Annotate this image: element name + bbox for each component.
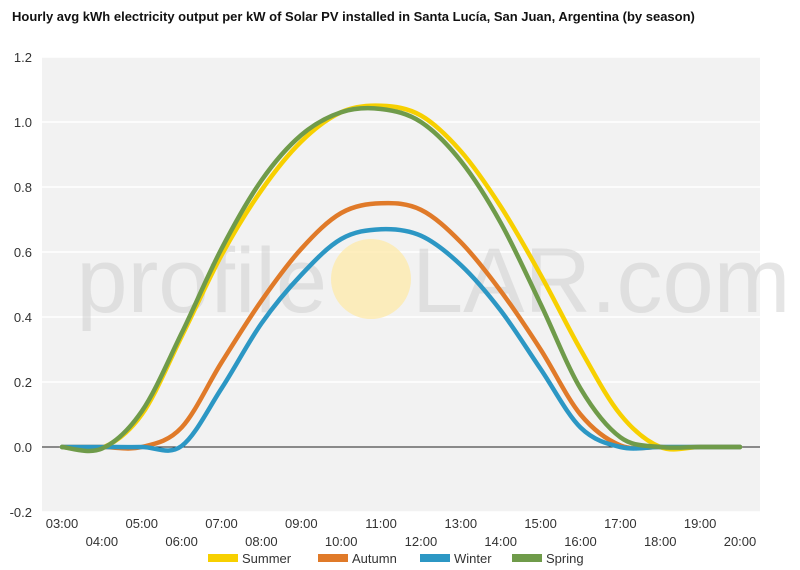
y-tick-label: 0.8 bbox=[14, 180, 32, 195]
x-tick-label: 10:00 bbox=[325, 534, 358, 549]
legend-swatch-spring bbox=[512, 554, 542, 562]
series-line-spring bbox=[59, 105, 743, 454]
x-tick-label: 08:00 bbox=[245, 534, 278, 549]
x-tick-label: 19:00 bbox=[684, 516, 717, 531]
watermark-text-left: profile bbox=[76, 230, 327, 332]
legend-swatch-summer bbox=[208, 554, 238, 562]
x-tick-label: 12:00 bbox=[405, 534, 438, 549]
x-tick-label: 15:00 bbox=[524, 516, 557, 531]
x-tick-label: 17:00 bbox=[604, 516, 637, 531]
series-line-winter bbox=[59, 226, 743, 453]
legend: Summer Autumn Winter Spring bbox=[208, 551, 584, 566]
x-tick-label: 16:00 bbox=[564, 534, 597, 549]
watermark-text-right: LAR.com bbox=[412, 230, 790, 332]
x-axis-ticks: 03:00 04:00 05:00 06:00 07:00 08:00 09:00 10:00… bbox=[46, 516, 757, 549]
legend-label-summer: Summer bbox=[242, 551, 292, 566]
y-tick-label: 1.2 bbox=[14, 50, 32, 65]
chart-title: Hourly avg kWh electricity output per kW… bbox=[12, 9, 695, 24]
series-lines bbox=[59, 103, 743, 454]
gridlines bbox=[42, 56, 760, 513]
y-tick-label: 0.2 bbox=[14, 375, 32, 390]
y-tick-label: 1.0 bbox=[14, 115, 32, 130]
y-axis-ticks: -0.2 0.0 0.2 0.4 0.6 0.8 1.0 1.2 bbox=[10, 50, 32, 520]
x-tick-label: 18:00 bbox=[644, 534, 677, 549]
x-tick-label: 04:00 bbox=[86, 534, 119, 549]
legend-label-autumn: Autumn bbox=[352, 551, 397, 566]
legend-label-spring: Spring bbox=[546, 551, 584, 566]
legend-swatch-winter bbox=[420, 554, 450, 562]
y-tick-label: 0.4 bbox=[14, 310, 32, 325]
x-tick-label: 11:00 bbox=[365, 516, 397, 531]
legend-swatch-autumn bbox=[318, 554, 348, 562]
x-tick-label: 14:00 bbox=[484, 534, 517, 549]
watermark: profile LAR.com bbox=[76, 230, 790, 332]
x-tick-label: 07:00 bbox=[205, 516, 238, 531]
x-tick-label: 03:00 bbox=[46, 516, 79, 531]
x-tick-label: 05:00 bbox=[125, 516, 158, 531]
watermark-sun-icon bbox=[331, 239, 411, 319]
x-tick-label: 09:00 bbox=[285, 516, 318, 531]
legend-label-winter: Winter bbox=[454, 551, 492, 566]
y-tick-label: 0.0 bbox=[14, 440, 32, 455]
x-tick-label: 20:00 bbox=[724, 534, 757, 549]
y-tick-label: -0.2 bbox=[10, 505, 32, 520]
x-tick-label: 13:00 bbox=[445, 516, 478, 531]
x-tick-label: 06:00 bbox=[165, 534, 198, 549]
y-tick-label: 0.6 bbox=[14, 245, 32, 260]
